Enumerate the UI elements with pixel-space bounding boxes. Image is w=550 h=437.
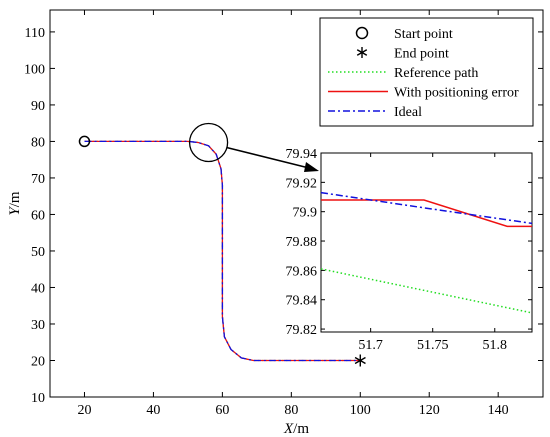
inset-y-tick-label: 79.88	[286, 235, 318, 250]
zoom-arrow	[226, 146, 314, 170]
x-tick-label: 20	[77, 403, 91, 418]
legend-label-start-point: Start point	[394, 27, 453, 42]
y-tick-label: 100	[24, 62, 45, 77]
inset-y-tick-label: 79.84	[286, 294, 318, 309]
series-line-ideal	[84, 140, 361, 362]
y-axis-label-unit: /m	[7, 191, 23, 207]
x-tick-label: 140	[488, 403, 509, 418]
y-tick-label: 60	[31, 208, 45, 223]
inset-plot: 51.7 51.75 51.8 79.82 79.84 79.86 79.88 79.9 79.…	[226, 146, 533, 353]
start-point-marker	[78, 135, 91, 148]
asterisk-stroke	[354, 356, 366, 365]
inset-y-tick-label: 79.82	[286, 323, 318, 338]
inset-y-tick-label: 79.94	[286, 147, 318, 162]
y-tick-label: 40	[31, 281, 45, 296]
inset-x-tick-label: 51.8	[483, 338, 508, 353]
legend: Start point End point Reference path With p…	[319, 17, 534, 127]
inset-series-line-ideal	[320, 191, 533, 225]
legend-box	[319, 17, 534, 127]
x-tick-label: 100	[350, 403, 371, 418]
y-tick-label: 30	[31, 318, 45, 333]
zoom-circle	[188, 122, 229, 163]
inset-x-tick-label: 51.7	[358, 338, 383, 353]
y-axis-label-var: Y	[7, 206, 23, 216]
asterisk-stroke	[356, 49, 368, 56]
inset-x-tick-label: 51.75	[417, 338, 449, 353]
y-tick-label: 110	[25, 26, 45, 41]
y-tick-label: 70	[31, 172, 45, 187]
x-tick-label: 40	[146, 403, 160, 418]
end-point-marker	[354, 354, 366, 367]
y-tick-label: 10	[31, 391, 45, 406]
inset-y-tick-label: 79.86	[286, 264, 318, 279]
legend-label-ideal: Ideal	[394, 105, 422, 120]
x-axis-label: X/m	[283, 421, 309, 437]
y-axis-label: Y/m	[7, 191, 23, 216]
inset-y-tick-label: 79.9	[293, 206, 318, 221]
legend-symbol-end-point	[356, 47, 368, 58]
legend-label-reference-path: Reference path	[394, 66, 478, 81]
inset-frame	[320, 152, 533, 333]
x-axis-label-var: X	[283, 421, 294, 437]
legend-label-with-positioning-error: With positioning error	[394, 86, 519, 101]
x-tick-label: 80	[284, 403, 298, 418]
y-tick-label: 50	[31, 245, 45, 260]
x-axis-label-unit: /m	[293, 421, 309, 437]
y-tick-label: 20	[31, 354, 45, 369]
x-tick-label: 60	[215, 403, 229, 418]
zoom-arrow-head	[304, 162, 319, 172]
y-tick-label: 80	[31, 135, 45, 150]
legend-label-end-point: End point	[394, 47, 449, 62]
x-tick-label: 120	[419, 403, 440, 418]
inset-y-tick-label: 79.92	[286, 176, 318, 191]
y-tick-label: 90	[31, 99, 45, 114]
legend-symbol-start-point	[355, 26, 369, 40]
